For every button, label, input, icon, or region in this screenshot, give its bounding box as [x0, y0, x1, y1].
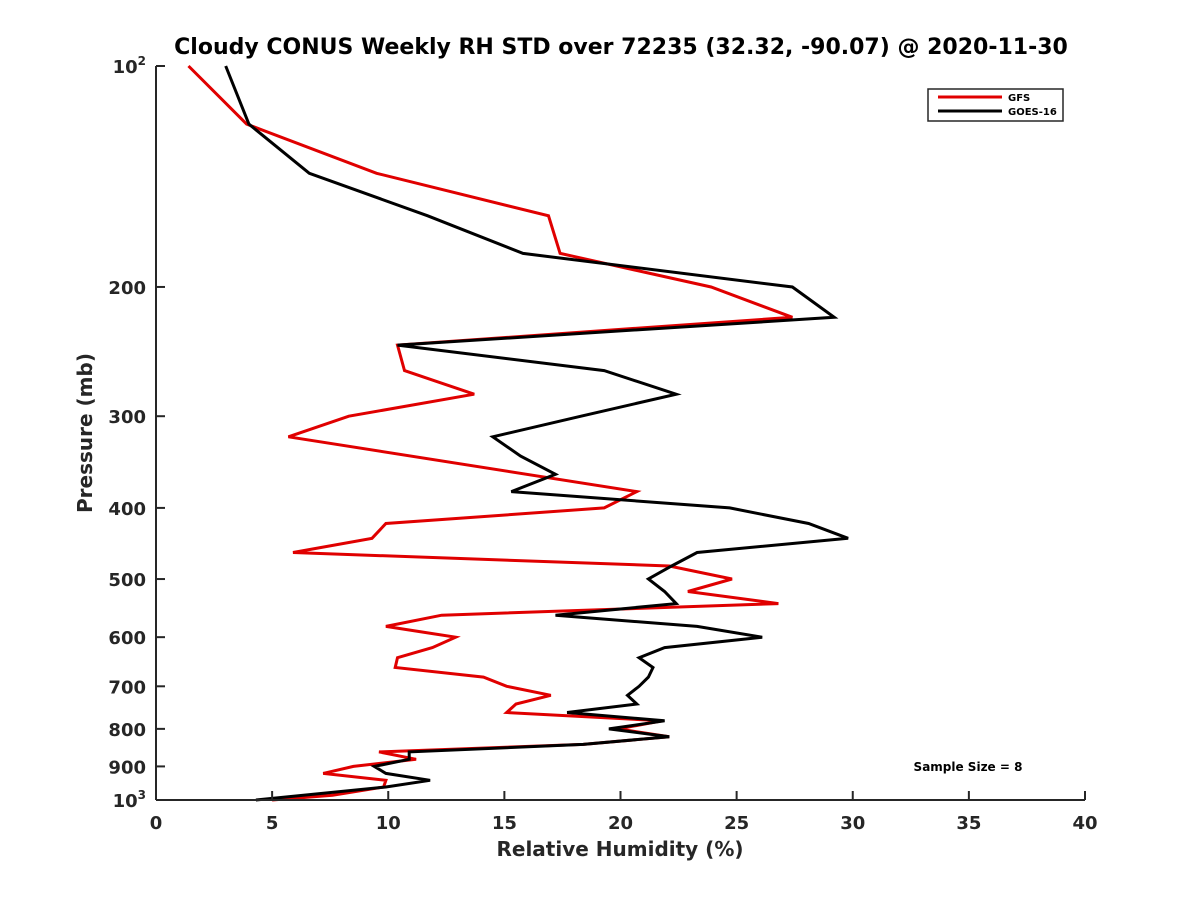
y-tick-label: 200	[108, 278, 146, 299]
y-ticks: 102 200 300 400 500 600 700 800 900 103	[108, 54, 165, 812]
x-tick-label: 0	[150, 813, 163, 834]
x-tick-label: 20	[608, 813, 633, 834]
series-line-gfs	[187, 64, 793, 802]
x-tick-label: 15	[492, 813, 517, 834]
x-tick-label: 10	[376, 813, 401, 834]
y-tick-label: 600	[108, 628, 146, 649]
series-layer	[187, 64, 849, 802]
x-ticks: 0 5 10 15 20 25 30 35 40	[150, 791, 1098, 834]
x-tick-label: 5	[266, 813, 279, 834]
axes: 0 5 10 15 20 25 30 35 40 102 200 300 400 500 600 700 80…	[108, 54, 1097, 834]
y-tick-label: 400	[108, 499, 146, 520]
series-line-goes16	[224, 65, 849, 802]
y-tick-label: 700	[108, 677, 146, 698]
x-tick-label: 30	[840, 813, 865, 834]
legend-box	[927, 88, 1064, 122]
x-axis-label: Relative Humidity (%)	[496, 837, 743, 861]
sample-size-annotation: Sample Size = 8	[914, 760, 1023, 774]
y-tick-label: 900	[108, 757, 146, 778]
y-tick-label: 300	[108, 407, 146, 428]
legend: GFS GOES-16	[927, 88, 1064, 122]
legend-label-goes16: GOES-16	[1008, 107, 1057, 118]
x-tick-label: 25	[724, 813, 749, 834]
y-tick-label: 102	[113, 54, 146, 78]
y-tick-label: 500	[108, 570, 146, 591]
legend-label-gfs: GFS	[1008, 93, 1030, 104]
y-tick-label: 800	[108, 720, 146, 741]
x-tick-label: 35	[956, 813, 981, 834]
chart-title: Cloudy CONUS Weekly RH STD over 72235 (3…	[174, 35, 1068, 60]
y-tick-label: 103	[113, 788, 146, 812]
y-axis-label: Pressure (mb)	[73, 353, 97, 513]
x-tick-label: 40	[1072, 813, 1097, 834]
